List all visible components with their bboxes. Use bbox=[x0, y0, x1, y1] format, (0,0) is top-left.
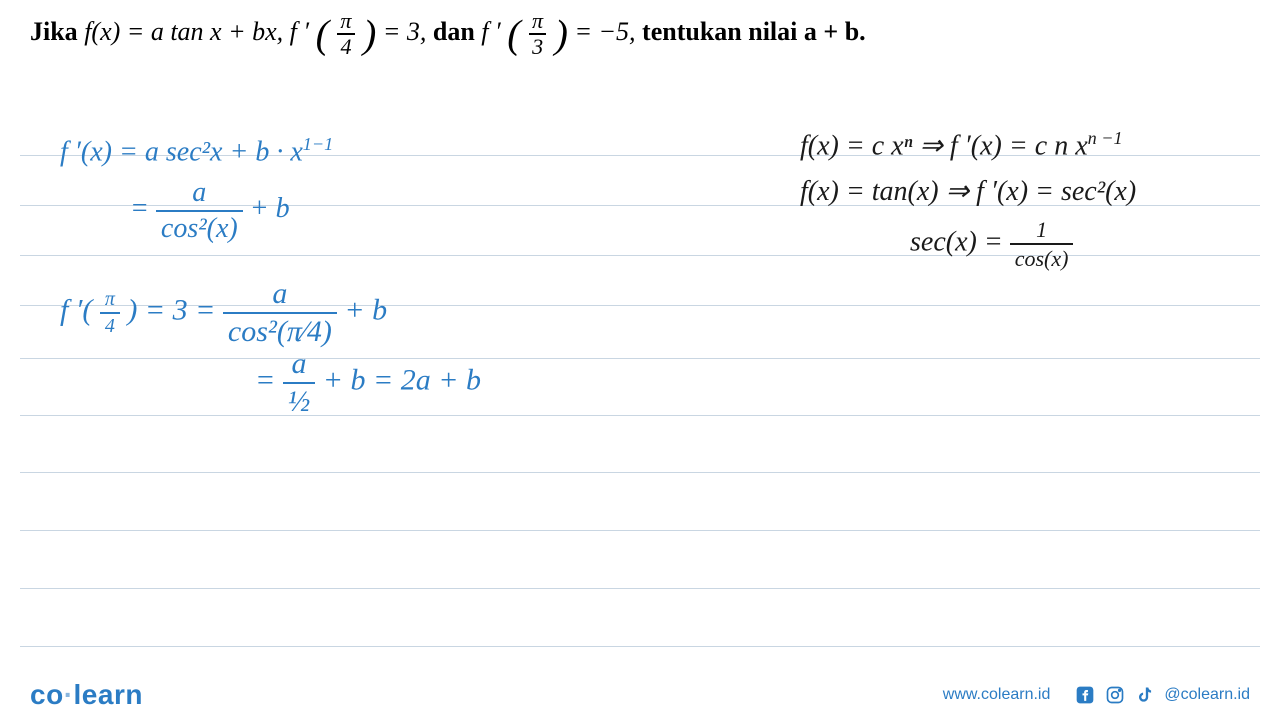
footer-right: www.colearn.id @colearn.id bbox=[943, 684, 1250, 706]
work-l3-lhs: f ′( bbox=[60, 294, 100, 327]
page: Jika f(x) = a tan x + bx, f ′ ( π 4 ) = … bbox=[0, 0, 1280, 720]
frac-den: 4 bbox=[337, 35, 354, 58]
problem-suffix: tentukan nilai a + b. bbox=[642, 17, 866, 46]
frac-num: a bbox=[283, 348, 316, 384]
work-l3-tail: + b bbox=[344, 294, 387, 327]
work-l1-exp: 1−1 bbox=[303, 134, 333, 154]
logo-pre: co bbox=[30, 679, 64, 710]
frac-den: ½ bbox=[283, 384, 316, 418]
problem-fprime1-rhs: = 3, bbox=[383, 17, 433, 46]
work-l4-tail: + b = 2a + b bbox=[323, 364, 481, 397]
facebook-icon[interactable] bbox=[1074, 684, 1096, 706]
work-l2: = a cos²(x) + b bbox=[130, 178, 290, 243]
frac-num: 1 bbox=[1010, 218, 1074, 245]
problem-fprime2-lhs: f ′ bbox=[481, 17, 500, 46]
work-l3-frac: a cos²(π⁄4) bbox=[223, 278, 337, 347]
rule-line bbox=[20, 415, 1260, 416]
logo: co·learn bbox=[30, 679, 143, 711]
work-l4: = a ½ + b = 2a + b bbox=[255, 348, 481, 417]
work-l2-frac: a cos²(x) bbox=[156, 178, 243, 243]
frac-den: cos(x) bbox=[1010, 245, 1074, 270]
rule-line bbox=[20, 255, 1260, 256]
rule-line bbox=[20, 472, 1260, 473]
instagram-icon[interactable] bbox=[1104, 684, 1126, 706]
work-l4-frac: a ½ bbox=[283, 348, 316, 417]
work-r3: sec(x) = 1 cos(x) bbox=[910, 218, 1073, 270]
footer: co·learn www.colearn.id @colearn.id bbox=[0, 670, 1280, 720]
frac-num: π bbox=[337, 10, 354, 35]
problem-prefix: Jika bbox=[30, 17, 84, 46]
work-l2-tail: + b bbox=[250, 193, 290, 224]
paren-open-1: ( bbox=[316, 12, 329, 57]
work-r3-frac: 1 cos(x) bbox=[1010, 218, 1074, 270]
problem-statement: Jika f(x) = a tan x + bx, f ′ ( π 4 ) = … bbox=[30, 10, 1250, 58]
paren-open-2: ( bbox=[507, 12, 520, 57]
frac-den: 3 bbox=[529, 35, 546, 58]
logo-dot: · bbox=[64, 679, 74, 710]
frac-den: 4 bbox=[100, 314, 120, 337]
problem-fx: f(x) = a tan x + bx, bbox=[84, 17, 289, 46]
problem-fprime1-arg: π 4 bbox=[337, 10, 354, 58]
work-l3: f ′( π 4 ) = 3 = a cos²(π⁄4) + b bbox=[60, 278, 387, 347]
frac-num: π bbox=[529, 10, 546, 35]
rule-line bbox=[20, 358, 1260, 359]
work-r3-lhs: sec(x) = bbox=[910, 227, 1010, 258]
frac-num: a bbox=[156, 178, 243, 211]
paren-close-1: ) bbox=[363, 12, 376, 57]
work-l3-pi: π 4 bbox=[100, 289, 120, 337]
website-link[interactable]: www.colearn.id bbox=[943, 686, 1051, 704]
frac-num: π bbox=[100, 289, 120, 314]
paren-close-2: ) bbox=[555, 12, 568, 57]
work-r1-exp: n −1 bbox=[1088, 128, 1123, 148]
work-l3-mid: ) = 3 = bbox=[127, 294, 222, 327]
work-l1: f ′(x) = a sec²x + b · x1−1 bbox=[60, 134, 333, 168]
social-links: @colearn.id bbox=[1074, 684, 1250, 706]
work-l1-text: f ′(x) = a sec²x + b · x bbox=[60, 137, 303, 168]
frac-den: cos²(π⁄4) bbox=[223, 314, 337, 348]
frac-den: cos²(x) bbox=[156, 212, 243, 243]
problem-dan: dan bbox=[433, 17, 481, 46]
problem-fprime2-arg: π 3 bbox=[529, 10, 546, 58]
logo-post: learn bbox=[74, 679, 143, 710]
problem-fprime1-lhs: f ′ bbox=[290, 17, 309, 46]
frac-num: a bbox=[223, 278, 337, 314]
rule-line bbox=[20, 588, 1260, 589]
work-r1: f(x) = c xⁿ ⇒ f ′(x) = c n xn −1 bbox=[800, 128, 1123, 162]
rule-line bbox=[20, 646, 1260, 647]
work-r2: f(x) = tan(x) ⇒ f ′(x) = sec²(x) bbox=[800, 174, 1136, 208]
social-handle[interactable]: @colearn.id bbox=[1164, 686, 1250, 704]
problem-fprime2-rhs: = −5, bbox=[574, 17, 642, 46]
work-l2-eq: = bbox=[130, 193, 156, 224]
work-r2-text: f(x) = tan(x) ⇒ f ′(x) = sec²(x) bbox=[800, 176, 1136, 207]
work-r1-text: f(x) = c xⁿ ⇒ f ′(x) = c n x bbox=[800, 131, 1088, 162]
tiktok-icon[interactable] bbox=[1134, 684, 1156, 706]
rule-line bbox=[20, 530, 1260, 531]
work-l4-eq: = bbox=[255, 364, 283, 397]
